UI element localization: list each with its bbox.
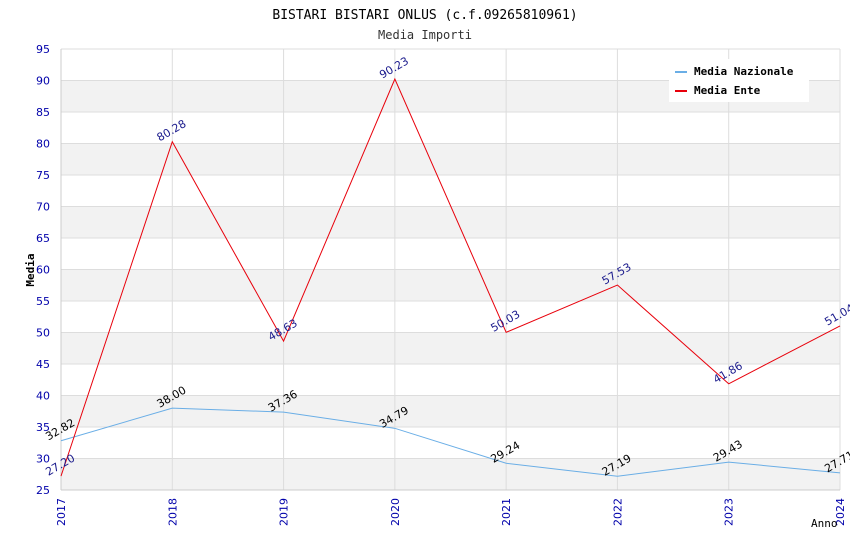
y-tick-label: 80 <box>36 138 50 151</box>
series-line-media-ente <box>60 77 841 477</box>
chart-title: BISTARI BISTARI ONLUS (c.f.09265810961) <box>272 8 577 23</box>
plot-band <box>61 143 840 175</box>
axes <box>60 49 840 491</box>
y-tick-label: 55 <box>36 295 50 308</box>
legend-box <box>669 59 809 102</box>
plot-band <box>61 332 840 364</box>
y-tick-label: 65 <box>36 232 50 245</box>
y-tick-label: 40 <box>36 390 50 403</box>
x-tick-label: 2017 <box>55 498 68 526</box>
plot-band <box>61 206 840 238</box>
data-label: 51.04 <box>822 301 850 328</box>
data-label: 80.28 <box>155 117 189 144</box>
legend-label-media-ente: Media Ente <box>694 84 761 97</box>
x-tick-label: 2020 <box>389 498 402 526</box>
x-tick-label: 2023 <box>723 498 736 526</box>
y-tick-label: 90 <box>36 75 50 88</box>
y-tick-label: 75 <box>36 169 50 182</box>
plot-background-bands <box>61 80 840 490</box>
x-tick-label: 2024 <box>834 498 847 526</box>
series-lines <box>60 77 841 477</box>
legend-label-media-nazionale: Media Nazionale <box>694 65 794 78</box>
series-line-media-nazionale <box>60 407 841 477</box>
x-tick-label: 2018 <box>166 498 179 526</box>
y-tick-label: 95 <box>36 43 50 56</box>
y-tick-label: 45 <box>36 358 50 371</box>
y-tick-label: 85 <box>36 106 50 119</box>
y-tick-label: 60 <box>36 264 50 277</box>
y-tick-label: 30 <box>36 453 50 466</box>
y-tick-labels: 25 30 35 40 45 50 55 60 65 70 75 80 85 90 95 <box>36 43 50 497</box>
x-axis-label: Anno <box>811 517 838 530</box>
plot-band <box>61 458 840 490</box>
plot-band <box>61 269 840 301</box>
x-tick-labels: 2017 2018 2019 2020 2021 2022 2023 2024 <box>55 498 847 526</box>
y-tick-label: 50 <box>36 327 50 340</box>
legend: Media Nazionale Media Ente <box>669 59 809 102</box>
y-tick-label: 70 <box>36 201 50 214</box>
x-tick-label: 2022 <box>611 498 624 526</box>
chart-subtitle: Media Importi <box>378 28 472 42</box>
y-tick-label: 35 <box>36 421 50 434</box>
y-tick-label: 25 <box>36 484 50 497</box>
x-tick-label: 2021 <box>500 498 513 526</box>
y-axis-label: Media <box>24 253 37 286</box>
plot-band <box>61 395 840 427</box>
x-tick-label: 2019 <box>278 498 291 526</box>
data-label: 90.23 <box>377 55 411 82</box>
